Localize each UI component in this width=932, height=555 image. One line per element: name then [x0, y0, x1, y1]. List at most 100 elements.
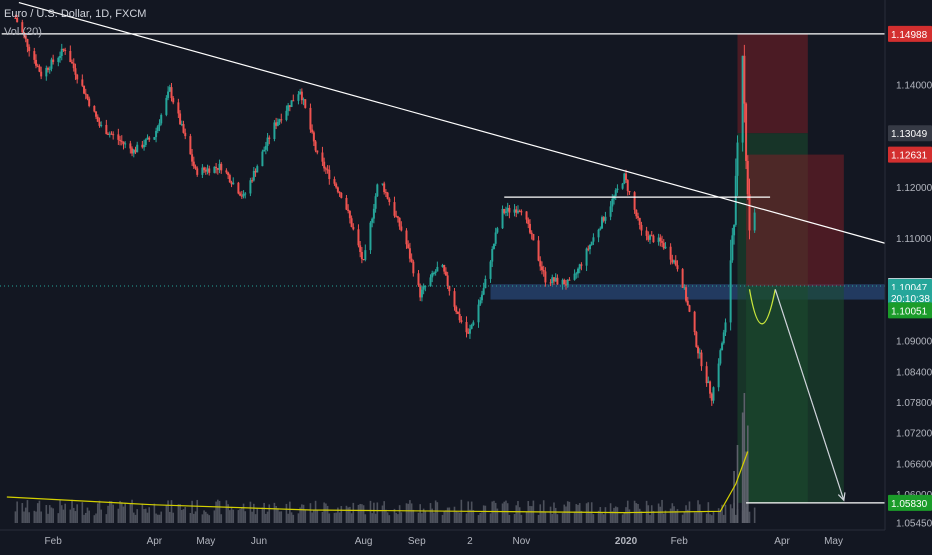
candle-body[interactable]	[216, 168, 219, 170]
candle-body[interactable]	[347, 209, 350, 212]
candle-body[interactable]	[398, 217, 401, 227]
candle-body[interactable]	[47, 67, 50, 70]
candle-body[interactable]	[513, 209, 516, 213]
candle-body[interactable]	[686, 300, 689, 306]
candle-body[interactable]	[304, 99, 307, 108]
candle-body[interactable]	[408, 248, 411, 259]
candle-body[interactable]	[117, 134, 120, 140]
candle-body[interactable]	[359, 245, 362, 253]
candle-body[interactable]	[743, 55, 746, 104]
candle-body[interactable]	[625, 173, 628, 181]
candle-body[interactable]	[496, 228, 499, 233]
candle-body[interactable]	[578, 264, 581, 269]
candle-body[interactable]	[244, 193, 247, 195]
candle-body[interactable]	[456, 311, 459, 314]
candle-body[interactable]	[566, 279, 569, 286]
candle-body[interactable]	[220, 163, 223, 171]
candle-body[interactable]	[206, 168, 209, 172]
candle-body[interactable]	[599, 228, 602, 230]
candle-body[interactable]	[184, 132, 187, 137]
candle-body[interactable]	[556, 277, 559, 285]
candle-body[interactable]	[153, 137, 156, 140]
candle-body[interactable]	[362, 259, 365, 261]
candle-body[interactable]	[664, 246, 667, 249]
candle-body[interactable]	[302, 99, 305, 101]
candle-body[interactable]	[201, 167, 204, 175]
candle-body[interactable]	[573, 273, 576, 280]
candle-body[interactable]	[733, 224, 736, 236]
candle-body[interactable]	[472, 322, 475, 325]
candle-body[interactable]	[621, 183, 624, 189]
candle-body[interactable]	[635, 209, 638, 217]
price-label-badge[interactable]	[888, 25, 932, 42]
candle-body[interactable]	[45, 67, 48, 77]
candle-body[interactable]	[465, 321, 468, 333]
candle-body[interactable]	[544, 271, 547, 283]
candle-body[interactable]	[376, 184, 379, 197]
candle-body[interactable]	[468, 328, 471, 334]
candle-body[interactable]	[345, 197, 348, 210]
candle-body[interactable]	[515, 209, 518, 213]
candle-body[interactable]	[372, 208, 375, 219]
candle-body[interactable]	[227, 172, 230, 176]
candle-body[interactable]	[448, 285, 451, 292]
candle-body[interactable]	[602, 217, 605, 221]
candle-body[interactable]	[717, 363, 720, 388]
candle-body[interactable]	[422, 286, 425, 290]
candle-body[interactable]	[136, 144, 139, 153]
candle-body[interactable]	[261, 151, 264, 167]
candle-body[interactable]	[88, 98, 91, 106]
candle-body[interactable]	[681, 269, 684, 288]
candle-body[interactable]	[143, 144, 146, 148]
candle-body[interactable]	[710, 393, 713, 401]
candle-body[interactable]	[480, 294, 483, 301]
candle-body[interactable]	[158, 123, 161, 127]
candle-body[interactable]	[736, 142, 739, 176]
candle-body[interactable]	[592, 237, 595, 242]
candle-body[interactable]	[48, 68, 51, 70]
candle-body[interactable]	[60, 48, 63, 57]
candle-body[interactable]	[444, 271, 447, 276]
candle-body[interactable]	[323, 161, 326, 169]
candle-body[interactable]	[601, 217, 604, 229]
price-label-badge[interactable]	[888, 146, 932, 163]
candle-body[interactable]	[275, 122, 278, 126]
candle-body[interactable]	[460, 320, 463, 322]
candle-body[interactable]	[16, 18, 19, 23]
candle-body[interactable]	[563, 279, 566, 285]
candle-body[interactable]	[335, 183, 338, 188]
candle-body[interactable]	[165, 97, 168, 115]
candle-body[interactable]	[242, 193, 245, 197]
candle-body[interactable]	[446, 275, 449, 286]
candle-body[interactable]	[494, 232, 497, 244]
candle-body[interactable]	[614, 190, 617, 196]
candle-body[interactable]	[441, 264, 444, 267]
candle-body[interactable]	[518, 210, 521, 212]
candle-body[interactable]	[52, 59, 55, 62]
short-position-stop-zone-2[interactable]	[746, 154, 844, 286]
candle-body[interactable]	[119, 139, 122, 141]
candle-body[interactable]	[443, 264, 446, 272]
candle-body[interactable]	[741, 55, 744, 143]
projection-arrow[interactable]	[774, 289, 845, 501]
candle-body[interactable]	[76, 74, 79, 80]
candle-body[interactable]	[477, 304, 480, 323]
candle-body[interactable]	[74, 68, 77, 75]
candle-body[interactable]	[196, 168, 199, 175]
candle-body[interactable]	[300, 91, 303, 101]
candle-body[interactable]	[467, 332, 470, 334]
candle-body[interactable]	[287, 105, 290, 111]
candle-body[interactable]	[160, 114, 163, 124]
candle-body[interactable]	[288, 105, 291, 107]
candle-body[interactable]	[695, 332, 698, 347]
candle-body[interactable]	[69, 50, 72, 63]
candle-body[interactable]	[640, 224, 643, 231]
candle-body[interactable]	[189, 136, 192, 155]
candle-body[interactable]	[671, 259, 674, 263]
candle-body[interactable]	[86, 94, 89, 99]
candle-body[interactable]	[110, 133, 113, 135]
candle-body[interactable]	[661, 241, 664, 243]
candle-body[interactable]	[314, 141, 317, 151]
candle-body[interactable]	[705, 366, 708, 384]
